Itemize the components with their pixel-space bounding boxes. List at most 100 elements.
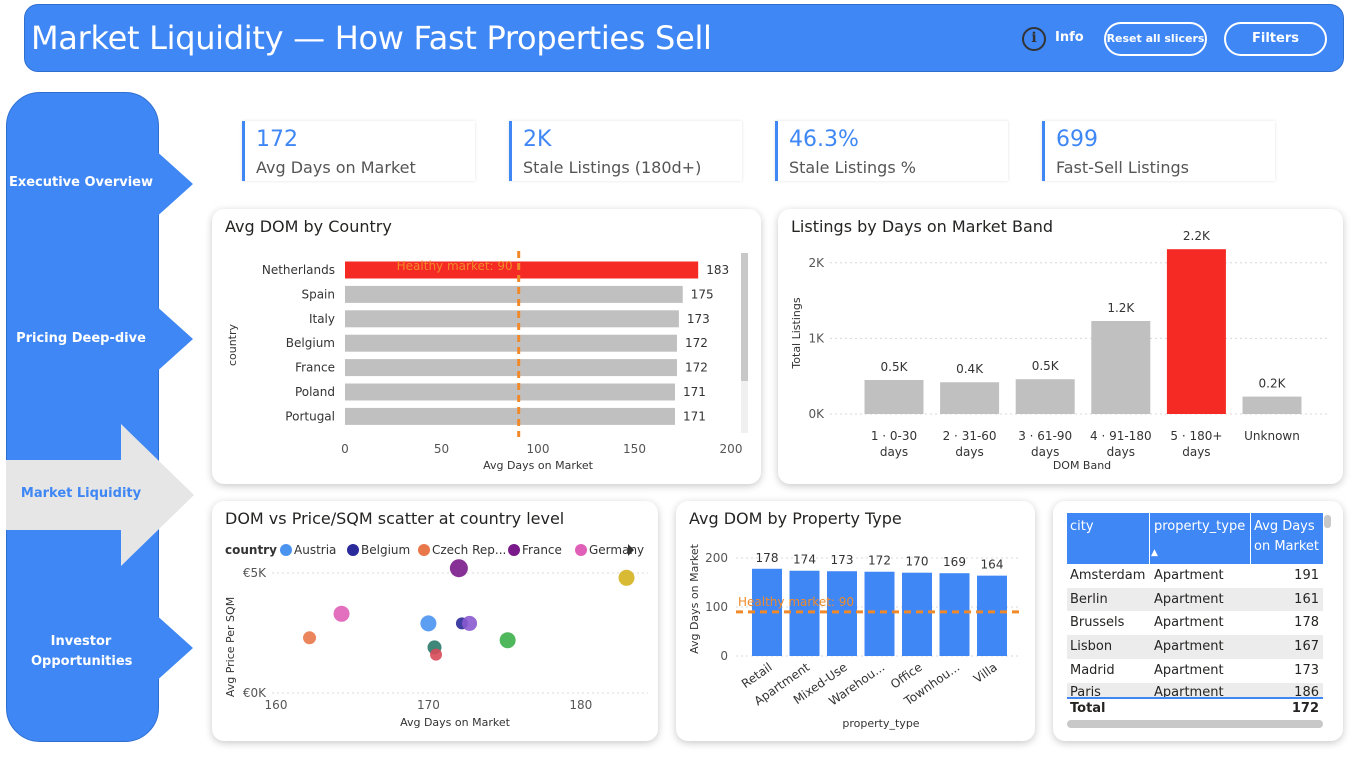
legend-title: country <box>225 543 277 557</box>
table-row[interactable]: Brussels Apartment 178 <box>1067 611 1323 635</box>
nav-item-market-liquidity[interactable]: Market Liquidity <box>20 486 142 501</box>
reference-line-label: Healthy market: 90 <box>397 259 513 273</box>
table-row[interactable]: Lisbon Apartment 167 <box>1067 635 1323 659</box>
x-tick-label: days <box>1031 445 1059 459</box>
chart-panel-dom-band[interactable]: Listings by Days on Market Band 0K 1K 2K 0.… <box>778 209 1343 484</box>
kpi-label: Stale Listings % <box>789 158 916 177</box>
legend-label: Germany <box>589 543 644 557</box>
column-divider <box>1149 513 1150 564</box>
total-value: 172 <box>1291 701 1319 716</box>
chart-title: Avg DOM by Country <box>225 217 392 236</box>
x-tick-label: 170 <box>417 698 440 712</box>
filters-button[interactable]: Filters <box>1224 22 1327 56</box>
x-axis-label: property_type <box>842 717 919 730</box>
data-label: 175 <box>691 287 714 301</box>
bar <box>345 310 679 328</box>
kpi-value: 172 <box>256 127 298 152</box>
cell-property-type: Apartment <box>1154 592 1224 607</box>
table-row[interactable]: Paris Apartment 186 <box>1067 683 1323 697</box>
data-label: 2.2K <box>1183 229 1211 243</box>
cell-property-type: Apartment <box>1154 663 1224 678</box>
cell-avg-days: 161 <box>1294 592 1319 607</box>
nav-item-pricing-deep-dive[interactable]: Pricing Deep-dive <box>16 331 146 346</box>
chart-panel-dom-by-country[interactable]: Avg DOM by Country Netherlands 183 Spain 17… <box>212 209 761 484</box>
header-bar: Market Liquidity — How Fast Properties S… <box>24 4 1344 72</box>
nav-item-investor-opportunities[interactable]: Investor Opportunities <box>31 634 133 669</box>
table-row[interactable]: Madrid Apartment 173 <box>1067 659 1323 683</box>
kpi-label: Avg Days on Market <box>256 158 416 177</box>
nav-item-executive-overview[interactable]: Executive Overview <box>8 175 154 190</box>
y-tick-label: Portugal <box>285 409 335 423</box>
y-axis-label: Total Listings <box>790 297 803 369</box>
data-label: 171 <box>683 385 706 399</box>
data-label: 173 <box>687 312 710 326</box>
nav-active-highlight <box>6 424 194 566</box>
legend-marker <box>508 544 520 556</box>
total-label: Total <box>1070 701 1106 716</box>
cell-avg-days: 191 <box>1294 568 1319 583</box>
info-label[interactable]: Info <box>1055 30 1084 45</box>
scrollbar-thumb <box>741 253 748 381</box>
column-header-property-type[interactable]: property_type <box>1154 519 1246 534</box>
scatter-point <box>462 615 478 631</box>
table-horizontal-scrollbar[interactable] <box>1067 720 1323 728</box>
bar <box>345 261 699 279</box>
x-axis-label: Avg Days on Market <box>483 459 594 472</box>
data-label: 183 <box>706 263 729 277</box>
info-icon[interactable]: i <box>1022 27 1046 51</box>
legend-label: France <box>522 543 562 557</box>
y-axis-label: Avg Price Per SQM <box>224 597 237 697</box>
bar <box>345 359 677 377</box>
bar <box>345 285 683 303</box>
bar <box>345 407 676 425</box>
kpi-card-avg-days: 172 Avg Days on Market <box>242 121 475 181</box>
y-axis-label: Avg Days on Market <box>688 543 701 654</box>
kpi-card-stale-pct: 46.3% Stale Listings % <box>775 121 1008 181</box>
chart-panel-property-type[interactable]: Avg DOM by Property Type 0 100 200 178 Retai… <box>676 501 1035 741</box>
x-tick-label: Unknown <box>1244 429 1300 443</box>
cell-avg-days: 186 <box>1294 685 1319 697</box>
sort-ascending-icon[interactable]: ▲ <box>1151 548 1158 558</box>
x-tick-label: 200 <box>720 442 743 456</box>
column-header-avg-days[interactable]: Avg Days on Market <box>1254 519 1320 554</box>
table-row[interactable]: Berlin Apartment 161 <box>1067 588 1323 612</box>
legend-marker <box>575 544 587 556</box>
table-body[interactable]: Amsterdam Apartment 191 Berlin Apartment… <box>1067 564 1323 697</box>
kpi-label: Stale Listings (180d+) <box>523 158 702 177</box>
y-tick-label: Spain <box>301 287 335 301</box>
data-label: 0.2K <box>1259 377 1287 391</box>
data-label: 172 <box>685 336 708 350</box>
chart-title: Listings by Days on Market Band <box>791 217 1054 236</box>
y-tick-label: Poland <box>295 385 335 399</box>
x-tick-label: 180 <box>569 698 592 712</box>
dom-by-country-chart: Netherlands 183 Spain 175 Italy 173 Belgium 172… <box>226 251 748 472</box>
chart-panel-scatter[interactable]: DOM vs Price/SQM scatter at country leve… <box>212 501 658 741</box>
y-tick-label: Netherlands <box>262 263 335 277</box>
kpi-label: Fast-Sell Listings <box>1056 158 1189 177</box>
table-row[interactable]: Amsterdam Apartment 191 <box>1067 564 1323 588</box>
data-label: 173 <box>831 553 854 567</box>
bar <box>1091 321 1151 414</box>
data-label: 178 <box>756 551 779 565</box>
x-tick-label: days <box>880 445 908 459</box>
x-tick-label: 150 <box>623 442 646 456</box>
kpi-value: 46.3% <box>789 127 859 152</box>
x-tick-label: 3 · 61-90 <box>1018 429 1072 443</box>
column-header-city[interactable]: city <box>1070 519 1094 534</box>
x-tick-label: days <box>955 445 983 459</box>
kpi-card-fast-sell: 699 Fast-Sell Listings <box>1042 121 1275 181</box>
table-vertical-scrollbar[interactable] <box>1324 515 1331 528</box>
reference-line-label: Healthy market: 90 <box>738 595 854 609</box>
x-tick-label: 0 <box>341 442 349 456</box>
y-tick-label: 1K <box>808 331 825 345</box>
cell-avg-days: 178 <box>1294 615 1319 630</box>
x-tick-label: days <box>1182 445 1210 459</box>
page-title: Market Liquidity — How Fast Properties S… <box>31 19 712 57</box>
x-axis-label: Avg Days on Market <box>400 716 511 729</box>
data-label: 169 <box>943 555 966 569</box>
cell-city: Paris <box>1070 685 1101 697</box>
y-tick-label: Italy <box>309 312 335 326</box>
chart-title: Avg DOM by Property Type <box>689 509 902 528</box>
reset-slicers-button[interactable]: Reset all slicers <box>1104 22 1207 56</box>
